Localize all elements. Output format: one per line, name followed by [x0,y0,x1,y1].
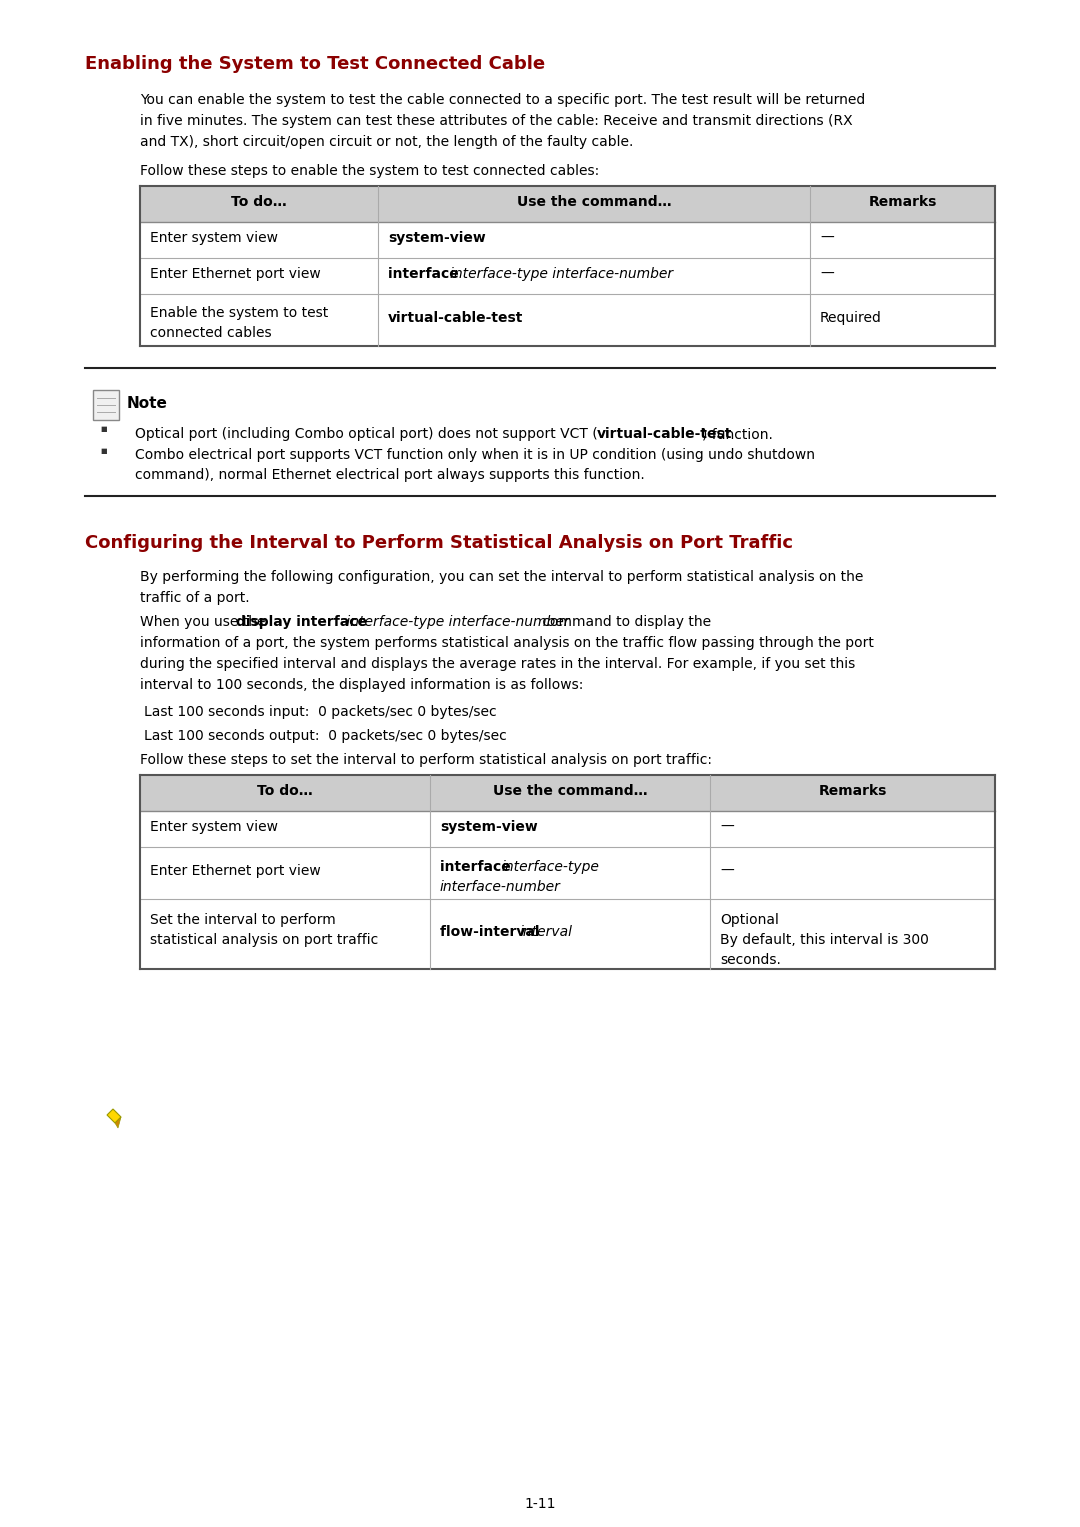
Text: traffic of a port.: traffic of a port. [140,591,249,605]
Text: —: — [720,864,733,878]
Text: command), normal Ethernet electrical port always supports this function.: command), normal Ethernet electrical por… [135,467,645,483]
Text: Required: Required [820,312,882,325]
Text: Remarks: Remarks [868,195,936,209]
Text: interface-type interface-number: interface-type interface-number [342,615,569,629]
Text: ) function.: ) function. [702,428,773,441]
Text: and TX), short circuit/open circuit or not, the length of the faulty cable.: and TX), short circuit/open circuit or n… [140,134,633,150]
Text: in five minutes. The system can test these attributes of the cable: Receive and : in five minutes. The system can test the… [140,115,852,128]
Text: You can enable the system to test the cable connected to a specific port. The te: You can enable the system to test the ca… [140,93,865,107]
Text: interface-type interface-number: interface-type interface-number [450,267,673,281]
Bar [140,776,995,811]
Text: information of a port, the system performs statistical analysis on the traffic f: information of a port, the system perfor… [140,637,874,651]
Text: Remarks: Remarks [819,783,887,799]
Text: virtual-cable-test: virtual-cable-test [597,428,732,441]
Text: command to display the: command to display the [538,615,711,629]
Bar [93,389,119,420]
Text: Enter system view: Enter system view [150,820,278,834]
Text: Optional: Optional [720,913,779,927]
Text: interval: interval [519,925,573,939]
Text: seconds.: seconds. [720,953,781,967]
Text: Use the command…: Use the command… [492,783,647,799]
Text: Configuring the Interval to Perform Statistical Analysis on Port Traffic: Configuring the Interval to Perform Stat… [85,534,793,551]
Text: By default, this interval is 300: By default, this interval is 300 [720,933,929,947]
Text: Use the command…: Use the command… [516,195,672,209]
Text: display interface: display interface [237,615,367,629]
Text: Follow these steps to set the interval to perform statistical analysis on port t: Follow these steps to set the interval t… [140,753,712,767]
Text: interface: interface [440,860,515,873]
Text: interface-number: interface-number [440,880,561,893]
Text: interface-type: interface-type [502,860,599,873]
Text: Note: Note [127,395,167,411]
Text: ■: ■ [100,447,107,454]
Text: Enter Ethernet port view: Enter Ethernet port view [150,864,321,878]
Text: —: — [820,267,834,281]
Text: Follow these steps to enable the system to test connected cables:: Follow these steps to enable the system … [140,163,599,179]
Text: Last 100 seconds input:  0 packets/sec 0 bytes/sec: Last 100 seconds input: 0 packets/sec 0 … [144,705,497,719]
Text: To do…: To do… [257,783,313,799]
Text: virtual-cable-test: virtual-cable-test [388,312,524,325]
Text: system-view: system-view [440,820,538,834]
Text: Combo electrical port supports VCT function only when it is in UP condition (usi: Combo electrical port supports VCT funct… [135,447,815,463]
Text: —: — [720,820,733,834]
Text: during the specified interval and displays the average rates in the interval. Fo: during the specified interval and displa… [140,657,855,670]
Text: 1-11: 1-11 [524,1496,556,1512]
Text: interval to 100 seconds, the displayed information is as follows:: interval to 100 seconds, the displayed i… [140,678,583,692]
Text: Enabling the System to Test Connected Cable: Enabling the System to Test Connected Ca… [85,55,545,73]
Text: statistical analysis on port traffic: statistical analysis on port traffic [150,933,378,947]
Text: When you use the: When you use the [140,615,270,629]
Text: Enter system view: Enter system view [150,231,278,244]
Polygon shape [107,1109,121,1122]
Text: flow-interval: flow-interval [440,925,544,939]
Text: ■: ■ [100,426,107,432]
Text: —: — [820,231,834,244]
Text: Enable the system to test: Enable the system to test [150,305,328,321]
Polygon shape [114,1116,121,1128]
Text: Last 100 seconds output:  0 packets/sec 0 bytes/sec: Last 100 seconds output: 0 packets/sec 0… [144,728,507,744]
Text: connected cables: connected cables [150,325,272,341]
Text: system-view: system-view [388,231,486,244]
Text: Enter Ethernet port view: Enter Ethernet port view [150,267,321,281]
Text: Optical port (including Combo optical port) does not support VCT (: Optical port (including Combo optical po… [135,428,597,441]
Text: Set the interval to perform: Set the interval to perform [150,913,336,927]
Text: By performing the following configuration, you can set the interval to perform s: By performing the following configuratio… [140,570,863,583]
Text: To do…: To do… [231,195,287,209]
Text: interface: interface [388,267,463,281]
Bar [140,186,995,221]
